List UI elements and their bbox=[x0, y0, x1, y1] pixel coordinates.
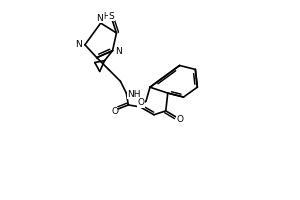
Text: H: H bbox=[104, 12, 110, 21]
Text: NH: NH bbox=[128, 90, 141, 99]
Text: N: N bbox=[96, 14, 103, 23]
Text: N: N bbox=[75, 40, 81, 49]
Text: O: O bbox=[111, 107, 118, 116]
Text: N: N bbox=[115, 47, 122, 56]
Text: O: O bbox=[138, 98, 145, 107]
Text: S: S bbox=[109, 12, 114, 21]
Text: O: O bbox=[176, 115, 183, 124]
